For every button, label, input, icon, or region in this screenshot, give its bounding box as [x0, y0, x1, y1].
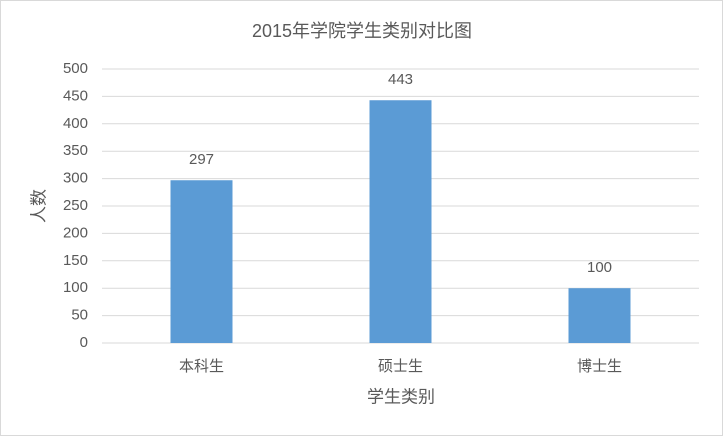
y-tick-label: 500: [63, 60, 88, 77]
bar: [170, 180, 233, 343]
bar: [369, 100, 432, 344]
y-tick-label: 400: [63, 115, 88, 132]
y-tick-label: 350: [63, 142, 88, 159]
y-axis-title: 人数: [29, 189, 48, 223]
data-label: 100: [587, 259, 612, 276]
y-tick-label: 250: [63, 197, 88, 214]
x-tick-label: 硕士生: [378, 358, 423, 375]
bar: [568, 288, 631, 343]
y-tick-label: 200: [63, 224, 88, 241]
chart-title: 2015年学院学生类别对比图: [252, 21, 472, 41]
y-tick-label: 100: [63, 279, 88, 296]
y-tick-label: 150: [63, 252, 88, 269]
data-label: 443: [388, 71, 413, 88]
y-tick-label: 0: [80, 334, 88, 351]
x-axis-title: 学生类别: [367, 387, 435, 406]
x-tick-label: 博士生: [577, 358, 622, 375]
y-tick-label: 50: [71, 307, 88, 324]
data-label: 297: [189, 151, 214, 168]
y-tick-label: 300: [63, 170, 88, 187]
y-tick-label: 450: [63, 87, 88, 104]
x-tick-label: 本科生: [179, 358, 224, 375]
